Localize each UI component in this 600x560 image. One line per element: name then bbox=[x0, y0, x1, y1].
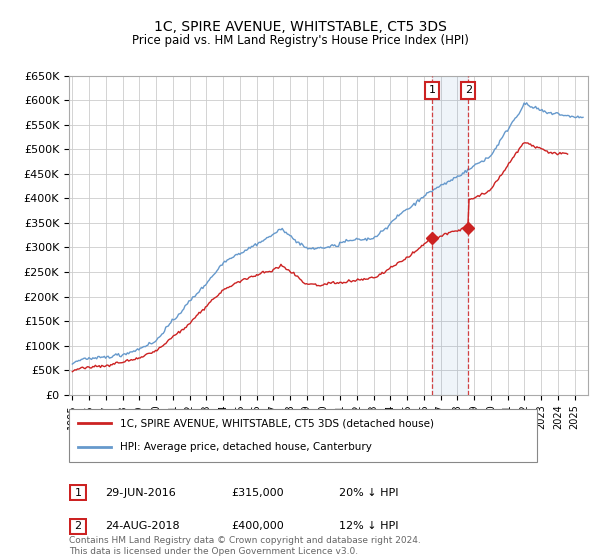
Bar bbox=[432, 76, 468, 395]
Text: £400,000: £400,000 bbox=[231, 521, 284, 531]
Text: 12% ↓ HPI: 12% ↓ HPI bbox=[339, 521, 398, 531]
Text: 29-JUN-2016: 29-JUN-2016 bbox=[105, 488, 176, 498]
Text: Price paid vs. HM Land Registry's House Price Index (HPI): Price paid vs. HM Land Registry's House … bbox=[131, 34, 469, 46]
FancyBboxPatch shape bbox=[69, 409, 537, 462]
Text: 24-AUG-2018: 24-AUG-2018 bbox=[105, 521, 179, 531]
Text: 2: 2 bbox=[74, 521, 82, 531]
Text: 2: 2 bbox=[465, 85, 472, 95]
Text: £315,000: £315,000 bbox=[231, 488, 284, 498]
Text: 1: 1 bbox=[428, 85, 436, 95]
FancyBboxPatch shape bbox=[70, 519, 86, 534]
Text: HPI: Average price, detached house, Canterbury: HPI: Average price, detached house, Cant… bbox=[121, 442, 373, 452]
FancyBboxPatch shape bbox=[70, 485, 86, 501]
Text: 1C, SPIRE AVENUE, WHITSTABLE, CT5 3DS: 1C, SPIRE AVENUE, WHITSTABLE, CT5 3DS bbox=[154, 20, 446, 34]
Text: 1: 1 bbox=[74, 488, 82, 498]
Text: 20% ↓ HPI: 20% ↓ HPI bbox=[339, 488, 398, 498]
Text: 1C, SPIRE AVENUE, WHITSTABLE, CT5 3DS (detached house): 1C, SPIRE AVENUE, WHITSTABLE, CT5 3DS (d… bbox=[121, 418, 434, 428]
Text: Contains HM Land Registry data © Crown copyright and database right 2024.
This d: Contains HM Land Registry data © Crown c… bbox=[69, 536, 421, 556]
